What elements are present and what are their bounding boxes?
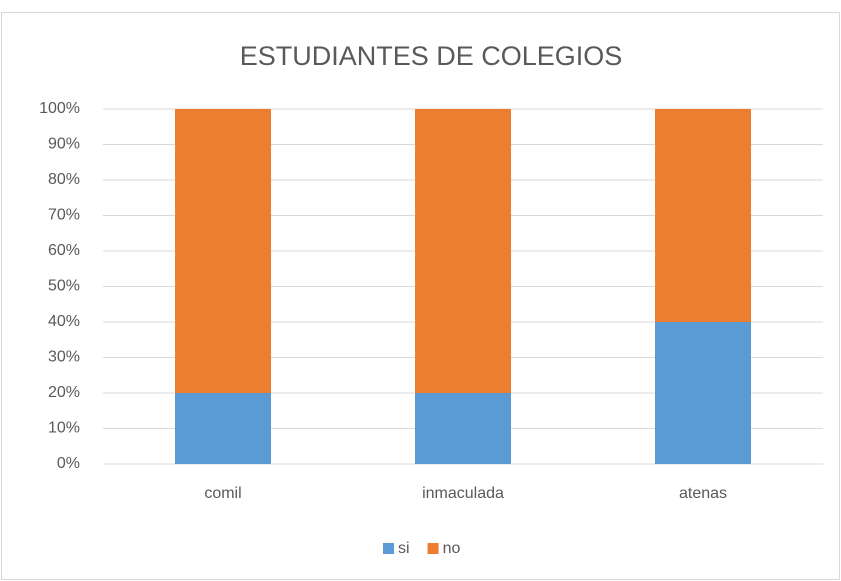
y-tick-label: 90% — [48, 136, 80, 153]
y-tick-label: 30% — [48, 349, 80, 366]
y-tick-label: 70% — [48, 207, 80, 224]
y-tick-label: 80% — [48, 171, 80, 188]
legend-label: no — [443, 540, 461, 557]
y-tick-label: 60% — [48, 242, 80, 259]
y-tick-label: 100% — [39, 100, 80, 117]
bar — [175, 109, 271, 393]
bar — [655, 322, 751, 464]
bar — [655, 109, 751, 322]
x-tick-label: atenas — [679, 485, 727, 502]
bar — [415, 109, 511, 393]
y-tick-label: 10% — [48, 420, 80, 437]
y-tick-label: 0% — [57, 455, 80, 472]
legend-swatch — [383, 543, 394, 554]
legend-swatch — [427, 543, 439, 554]
x-tick-label: comil — [204, 485, 241, 502]
y-tick-label: 50% — [48, 278, 80, 295]
bar — [415, 393, 511, 464]
y-tick-label: 40% — [48, 313, 80, 330]
x-tick-label: inmaculada — [422, 485, 504, 502]
legend-label: si — [398, 540, 410, 557]
bar — [175, 393, 271, 464]
y-tick-label: 20% — [48, 384, 80, 401]
chart-title: ESTUDIANTES DE COLEGIOS — [240, 41, 623, 71]
